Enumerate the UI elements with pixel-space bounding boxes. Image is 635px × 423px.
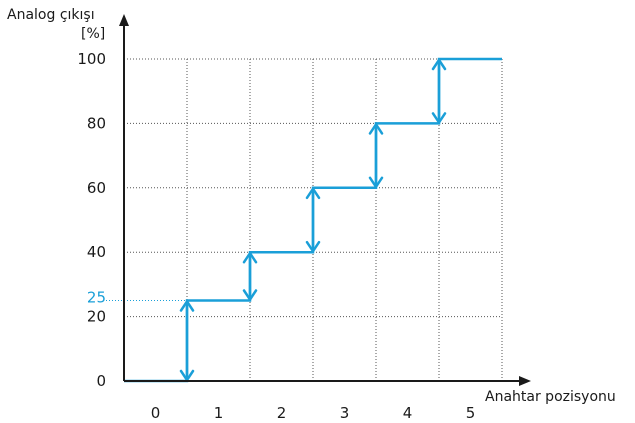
- transition-arrow: [431, 58, 447, 124]
- y-axis-label: Analog çıkışı: [7, 7, 95, 23]
- y-tick-label: 80: [87, 114, 106, 132]
- transition-arrow: [242, 251, 258, 301]
- y-tick-label: 40: [87, 243, 106, 261]
- transition-arrow: [179, 300, 195, 382]
- x-tick-label: 2: [277, 404, 287, 422]
- arrowhead-up: [431, 58, 447, 71]
- arrowhead-up: [305, 187, 321, 200]
- arrowhead-down: [242, 289, 258, 301]
- tick-labels: 0 20 40 60 80 100 25 0 1 2 3 4 5: [77, 50, 475, 422]
- transition-arrows: [179, 58, 447, 382]
- y-axis-arrowhead: [119, 14, 129, 26]
- x-tick-label: 4: [403, 404, 413, 422]
- arrowhead-up: [179, 300, 195, 312]
- y-axis-unit: [%]: [81, 26, 105, 42]
- x-axis-arrowhead: [519, 376, 531, 386]
- axes: [119, 14, 531, 386]
- x-tick-label: 0: [151, 404, 161, 422]
- transition-arrow: [305, 187, 321, 253]
- x-tick-label: 3: [340, 404, 350, 422]
- y-tick-label: 20: [87, 308, 106, 326]
- arrowhead-up: [368, 123, 384, 135]
- arrowhead-down: [305, 240, 321, 253]
- arrowhead-down: [431, 112, 447, 124]
- x-axis-label: Anahtar pozisyonu: [485, 389, 616, 405]
- y-tick-label: 100: [77, 50, 106, 68]
- grid: [106, 58, 503, 381]
- y-tick-label: 60: [87, 179, 106, 197]
- x-tick-label: 5: [466, 404, 476, 422]
- transition-arrow: [368, 123, 384, 189]
- x-tick-label: 1: [214, 404, 224, 422]
- y-tick-label-highlight: 25: [87, 289, 106, 307]
- arrowhead-up: [242, 251, 258, 264]
- y-tick-label: 0: [96, 372, 106, 390]
- arrowhead-down: [368, 176, 384, 189]
